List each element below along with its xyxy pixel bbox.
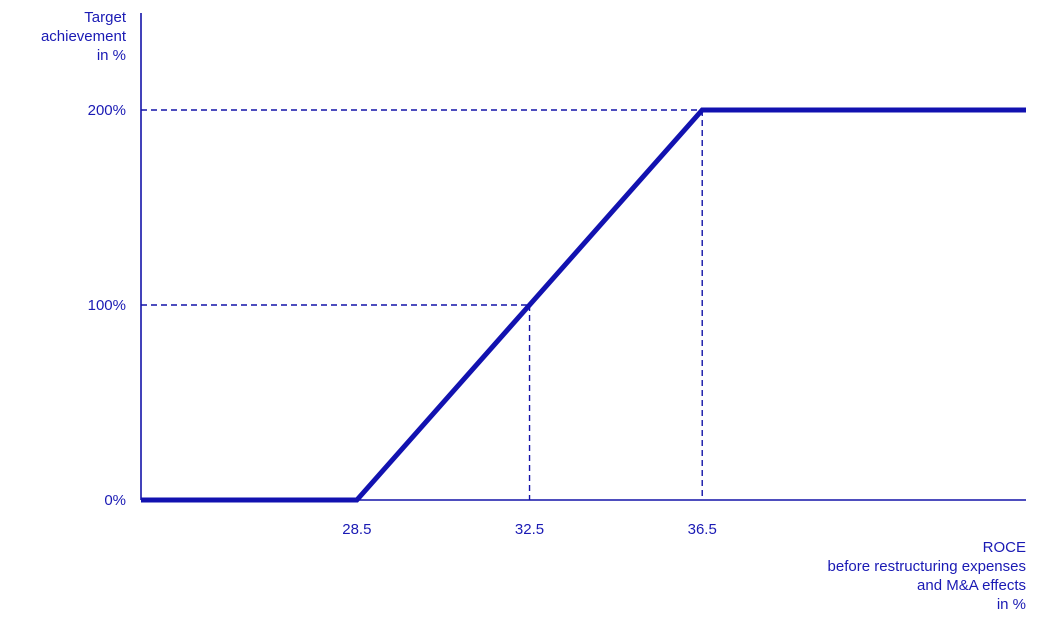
series-line [141,107,1026,503]
x-axis-title-line: in % [997,596,1026,613]
y-tick-label: 100% [88,297,126,314]
reference-lines [141,109,703,500]
x-axis-title: ROCE before restructuring expenses and M&A… [828,539,1026,613]
x-axis-title-line: and M&A effects [917,577,1026,594]
axes [140,13,1026,501]
y-axis-title-line: achievement [41,28,127,45]
x-tick-labels: 28.5 32.5 36.5 [342,521,717,538]
x-tick-label: 32.5 [515,521,544,538]
x-tick-label: 36.5 [688,521,717,538]
y-axis-title-line: Target [84,9,127,26]
x-tick-label: 28.5 [342,521,371,538]
y-axis-title-line: in % [97,47,126,64]
y-axis-title: Target achievement in % [41,9,127,64]
x-axis-title-line: ROCE [983,539,1026,556]
y-tick-label: 0% [104,492,126,509]
series [141,107,1026,503]
y-tick-label: 200% [88,102,126,119]
x-axis-title-line: before restructuring expenses [828,558,1026,575]
y-tick-labels: 0% 100% 200% [88,102,126,509]
